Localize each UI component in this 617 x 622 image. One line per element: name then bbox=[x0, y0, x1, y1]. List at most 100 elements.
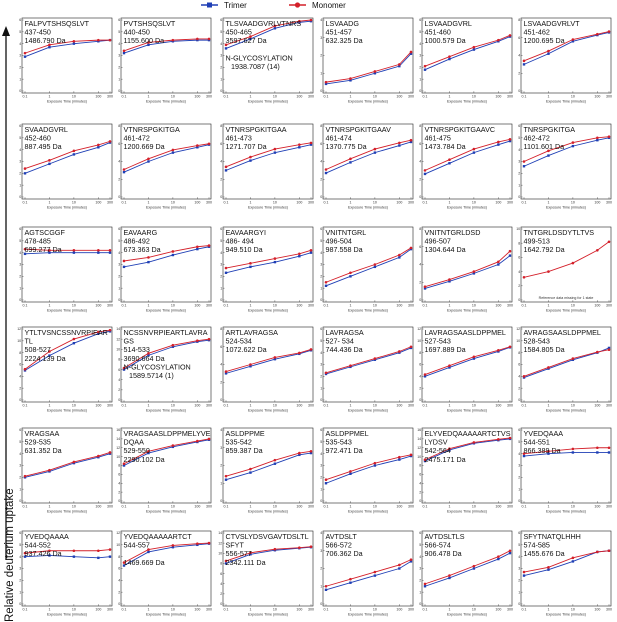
y-tick-label: 8 bbox=[19, 351, 21, 355]
panel-label-line: 1469.669 Da bbox=[124, 558, 165, 567]
panel-label-line: 450-465 bbox=[226, 28, 252, 37]
panel-30: 0 1 2 3 4 5 6 0.1 1 10 100 300 Exposure Time (minute… bbox=[19, 530, 113, 617]
x-tick-label: 10 bbox=[571, 200, 575, 204]
x-tick-label: 0.1 bbox=[122, 94, 127, 98]
x-tick-label: 10 bbox=[72, 303, 76, 307]
y-tick-label: 2 bbox=[419, 579, 421, 583]
y-tick-label: 2 bbox=[118, 177, 120, 181]
panel-label-line: 496-504 bbox=[326, 237, 352, 246]
y-tick-label: 8 bbox=[118, 358, 120, 362]
x-axis-label: Exposure Time (minutes) bbox=[248, 613, 288, 617]
y-tick-label: 1 bbox=[320, 71, 322, 75]
data-point-monomer bbox=[72, 337, 76, 341]
data-point-monomer bbox=[607, 135, 611, 138]
y-tick-label: 4 bbox=[220, 363, 222, 367]
data-point-trimer bbox=[97, 332, 100, 335]
y-tick-label: 6 bbox=[19, 124, 21, 128]
x-tick-label: 0.1 bbox=[224, 94, 229, 98]
y-tick-label: 8 bbox=[518, 18, 520, 22]
panel-label-line: 461-475 bbox=[425, 134, 451, 143]
panel-label-line: 529-550 bbox=[124, 446, 150, 455]
data-point-trimer bbox=[48, 46, 51, 49]
panel-label-line: 631.352 Da bbox=[25, 446, 62, 455]
x-tick-label: 1 bbox=[448, 94, 450, 98]
data-point-trimer bbox=[497, 263, 500, 266]
data-point-trimer bbox=[196, 247, 199, 251]
y-tick-label: 6 bbox=[220, 572, 222, 576]
y-tick-label: 10 bbox=[218, 551, 222, 555]
data-point-monomer bbox=[224, 43, 228, 47]
y-tick-label: 1 bbox=[419, 590, 421, 594]
x-tick-label: 10 bbox=[472, 607, 476, 611]
data-point-trimer bbox=[224, 271, 228, 274]
x-tick-label: 100 bbox=[396, 607, 402, 611]
x-tick-label: 100 bbox=[594, 403, 600, 407]
data-point-monomer bbox=[571, 357, 575, 360]
panel-label-line: 1486.790 Da bbox=[25, 36, 66, 45]
data-point-monomer bbox=[448, 158, 451, 162]
x-tick-label: 0.1 bbox=[423, 200, 428, 204]
y-tick-label: 4 bbox=[419, 263, 421, 267]
data-point-trimer bbox=[409, 560, 413, 563]
panel-frame bbox=[520, 326, 612, 403]
y-tick-label: 6 bbox=[518, 363, 520, 367]
y-tick-label: 3 bbox=[220, 54, 222, 58]
panel-label-line: 452-460 bbox=[25, 134, 51, 143]
x-tick-label: 1 bbox=[147, 303, 149, 307]
x-tick-label: 10 bbox=[273, 303, 277, 307]
y-tick-label: 2 bbox=[19, 579, 21, 583]
data-point-monomer bbox=[72, 460, 76, 464]
y-tick-label: 0 bbox=[419, 602, 421, 606]
panel-10: 0 2 4 6 8 0.1 1 10 100 300 Exposure Time (minutes)… bbox=[419, 123, 513, 210]
y-tick-label: 6 bbox=[220, 142, 222, 146]
data-point-monomer bbox=[298, 143, 301, 146]
y-tick-label: 3 bbox=[220, 263, 222, 267]
data-point-trimer bbox=[373, 72, 377, 75]
x-axis-label: Exposure Time (minutes) bbox=[348, 409, 388, 413]
x-tick-label: 100 bbox=[194, 403, 200, 407]
data-point-monomer bbox=[508, 345, 512, 349]
data-point-trimer bbox=[72, 153, 76, 156]
data-point-monomer bbox=[547, 149, 550, 153]
panel-label-line: NCSSNVRPIEARTLAVRA bbox=[124, 328, 208, 337]
y-tick-label: 6 bbox=[419, 18, 421, 22]
x-tick-label: 10 bbox=[472, 403, 476, 407]
data-point-monomer bbox=[607, 30, 611, 33]
data-point-monomer bbox=[324, 280, 328, 284]
data-point-trimer bbox=[48, 251, 51, 254]
panel-label-line: 3690.664 Da bbox=[124, 354, 165, 363]
y-tick-label: 2 bbox=[320, 567, 322, 571]
data-point-monomer bbox=[72, 249, 76, 252]
x-tick-label: 100 bbox=[495, 504, 501, 508]
data-point-monomer bbox=[448, 55, 451, 58]
panel-32: 0 2 4 6 8 10 12 14 0.1 1 10 100 300 Exposure Time (mi… bbox=[218, 530, 314, 617]
y-tick-label: 8 bbox=[419, 464, 421, 468]
x-tick-label: 300 bbox=[507, 607, 513, 611]
x-axis-label: Exposure Time (minutes) bbox=[146, 409, 186, 413]
x-tick-label: 100 bbox=[495, 607, 501, 611]
panel-label-line: TL bbox=[25, 337, 33, 346]
y-tick-label: 2 bbox=[320, 476, 322, 480]
panel-label-line: 566-574 bbox=[425, 541, 451, 550]
x-tick-label: 10 bbox=[472, 200, 476, 204]
panel-label-line: 529-535 bbox=[25, 438, 51, 447]
data-point-monomer bbox=[309, 450, 313, 453]
x-axis-label: Exposure Time (minutes) bbox=[447, 100, 487, 104]
y-tick-label: 2 bbox=[518, 284, 520, 288]
y-tick-label: 1 bbox=[518, 590, 520, 594]
legend-trimer-marker bbox=[207, 2, 212, 8]
x-tick-label: 300 bbox=[606, 403, 612, 407]
data-point-monomer bbox=[596, 446, 599, 450]
data-point-monomer bbox=[298, 252, 301, 256]
y-tick-label: 5 bbox=[220, 239, 222, 243]
data-point-trimer bbox=[596, 139, 599, 142]
panel-label-line: 461-472 bbox=[124, 134, 150, 143]
y-tick-label: 3 bbox=[320, 363, 322, 367]
y-tick-label: 2 bbox=[220, 177, 222, 181]
data-point-trimer bbox=[398, 256, 401, 259]
y-tick-label: 5 bbox=[320, 440, 322, 444]
data-point-monomer bbox=[596, 550, 599, 554]
y-tick-label: 6 bbox=[419, 531, 421, 535]
y-tick-label: 16 bbox=[417, 428, 421, 432]
y-tick-label: 1 bbox=[419, 77, 421, 81]
